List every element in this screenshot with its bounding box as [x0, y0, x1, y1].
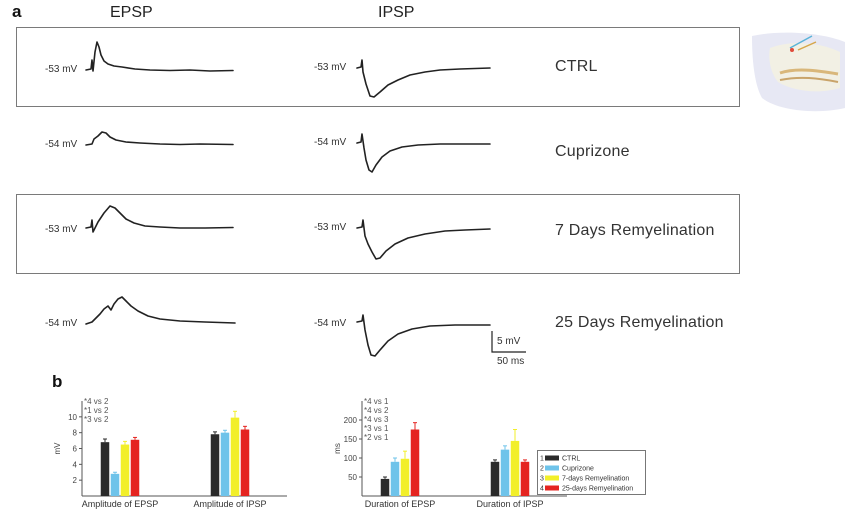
- legend-number: 1: [540, 456, 544, 463]
- bar: [230, 417, 240, 496]
- scale-mv-label: 5 mV: [497, 336, 521, 347]
- bar: [210, 434, 220, 496]
- epsp-column-heading: EPSP: [110, 4, 153, 21]
- y-axis-label: ms: [333, 443, 342, 454]
- row3-epsp-mv: -53 mV: [45, 224, 78, 235]
- row2-ipsp-mv: -54 mV: [314, 137, 347, 148]
- trace-epsp-ctrl: [85, 41, 234, 72]
- y-tick-label: 8: [73, 429, 78, 438]
- legend-frame: [537, 450, 646, 495]
- row3-ipsp-mv: -53 mV: [314, 222, 347, 233]
- bar: [520, 461, 530, 496]
- row4-epsp-mv: -54 mV: [45, 318, 78, 329]
- y-tick-label: 6: [73, 445, 78, 454]
- bar: [510, 440, 520, 496]
- row4-ipsp-mv: -54 mV: [314, 318, 347, 329]
- bar: [400, 458, 410, 496]
- amplitude-significance-note: *4 vs 2: [84, 397, 109, 406]
- chart-legend: 1 CTRL 2 Cuprizone 3 7-days Remyelination 4 25-…: [537, 450, 646, 495]
- amplitude-significance-note: *1 vs 2: [84, 406, 109, 415]
- y-tick-label: 2: [73, 476, 78, 485]
- bar: [490, 461, 500, 496]
- traces-svg: [85, 41, 526, 357]
- bar: [380, 478, 390, 496]
- y-tick-label: 4: [73, 460, 78, 469]
- duration-significance-note: *4 vs 2: [364, 406, 389, 415]
- trace-ipsp-7days: [356, 219, 491, 260]
- bar: [390, 461, 400, 496]
- duration-significance-note: *4 vs 1: [364, 397, 389, 406]
- trace-ipsp-cuprizone: [356, 133, 491, 173]
- legend-number: 4: [540, 486, 544, 493]
- remyelination-7-row-frame: [16, 194, 740, 274]
- bar: [110, 473, 120, 496]
- trace-ipsp-25days: [356, 314, 491, 357]
- bar: [100, 442, 110, 496]
- y-tick-label: 50: [348, 473, 357, 482]
- duration-significance-note: *2 vs 1: [364, 433, 389, 442]
- bar: [220, 432, 230, 496]
- trace-epsp-cuprizone: [85, 131, 234, 146]
- legend-label: 25-days Remyelination: [562, 486, 633, 493]
- legend-number: 2: [540, 466, 544, 473]
- bar: [500, 449, 510, 496]
- row1-ipsp-mv: -53 mV: [314, 62, 347, 73]
- bar: [240, 429, 250, 496]
- bar: [130, 439, 140, 496]
- category-label: Duration of EPSP: [365, 499, 436, 509]
- legend-label: 7-days Remyelination: [562, 476, 629, 483]
- legend-swatch: [545, 485, 559, 491]
- amplitude-significance-note: *3 vs 2: [84, 415, 109, 424]
- y-tick-label: 150: [344, 435, 358, 444]
- trace-epsp-7days: [85, 205, 234, 233]
- row2-epsp-mv: -54 mV: [45, 139, 78, 150]
- trace-epsp-25days: [85, 296, 236, 325]
- legend-label: CTRL: [562, 456, 580, 463]
- brain-slice-inset: [752, 32, 845, 112]
- legend-label: Cuprizone: [562, 466, 594, 473]
- y-axis-label: mV: [53, 442, 62, 455]
- scale-bar: [491, 331, 526, 353]
- trace-ipsp-ctrl: [356, 59, 491, 98]
- category-label: Amplitude of EPSP: [82, 499, 159, 509]
- y-tick-label: 100: [344, 454, 358, 463]
- panel-b-letter: b: [52, 372, 63, 391]
- legend-swatch: [545, 465, 559, 471]
- row1-epsp-mv: -53 mV: [45, 64, 78, 75]
- y-tick-label: 200: [344, 416, 358, 425]
- y-tick-label: 10: [68, 413, 77, 422]
- row1-condition: CTRL: [555, 58, 598, 75]
- duration-significance-note: *4 vs 3: [364, 415, 389, 424]
- legend-number: 3: [540, 476, 544, 483]
- row4-condition: 25 Days Remyelination: [555, 314, 724, 331]
- panel-a-letter: a: [12, 2, 22, 21]
- duration-significance-note: *3 vs 1: [364, 424, 389, 433]
- category-label: Duration of IPSP: [476, 499, 543, 509]
- bar: [120, 444, 130, 496]
- bar: [410, 429, 420, 496]
- row2-condition: Cuprizone: [555, 143, 630, 160]
- category-label: Amplitude of IPSP: [193, 499, 266, 509]
- ipsp-column-heading: IPSP: [378, 4, 415, 21]
- legend-swatch: [545, 455, 559, 461]
- scale-ms-label: 50 ms: [497, 356, 525, 367]
- ctrl-row-frame: [16, 27, 740, 107]
- legend-swatch: [545, 475, 559, 481]
- row3-condition: 7 Days Remyelination: [555, 222, 715, 239]
- duration-bar-chart: 50 100 150 200 ms Duration of EPSP Duration of…: [333, 397, 567, 509]
- amplitude-bar-chart: 2 4 6 8 10 mV Amplitude of EPSP Amplitude of IP…: [53, 397, 287, 509]
